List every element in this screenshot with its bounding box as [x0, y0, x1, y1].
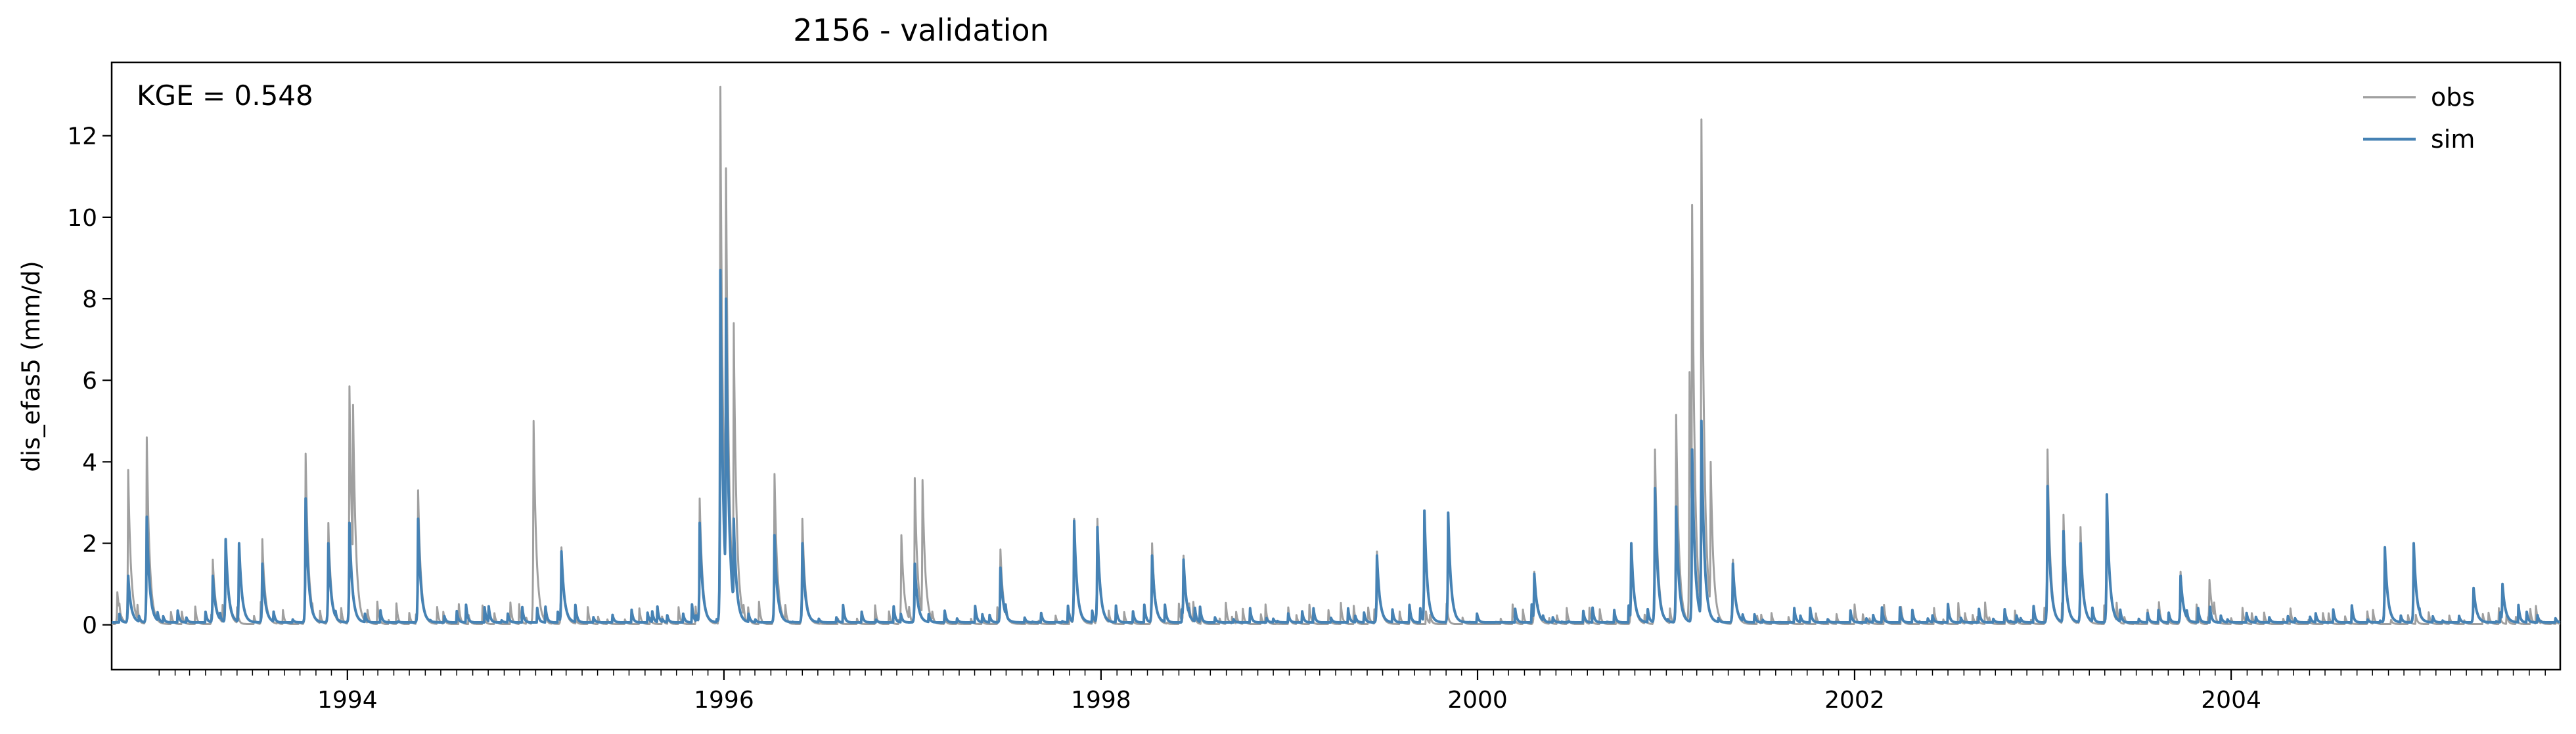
x-tick-label: 1998 [1071, 687, 1131, 714]
x-tick-label: 2004 [2201, 687, 2261, 714]
x-tick-label: 2002 [1824, 687, 1885, 714]
plot-frame [110, 61, 2562, 671]
x-tick-label: 1996 [694, 687, 754, 714]
series-line-sim [110, 269, 2562, 624]
y-tick-label: 8 [82, 286, 97, 313]
y-tick-label: 10 [67, 205, 97, 232]
chart-title: 2156 - validation [793, 12, 1049, 48]
series-layer [110, 85, 2562, 625]
y-tick-label: 12 [67, 123, 97, 150]
x-axis: 1994 1996 1998 2000 2002 2004 [158, 670, 2546, 714]
y-tick-label: 6 [82, 368, 97, 395]
x-tick-label: 1994 [317, 687, 378, 714]
legend-obs-label: obs [2431, 83, 2475, 112]
x-tick-label: 2000 [1447, 687, 1508, 714]
y-tick-label: 4 [82, 449, 97, 476]
kge-annotation: KGE = 0.548 [137, 79, 313, 112]
y-axis: 0 2 4 6 8 10 12 [67, 123, 112, 639]
y-axis-label: dis_efas5 (mm/d) [17, 261, 45, 472]
y-tick-label: 0 [82, 613, 97, 639]
y-tick-label: 2 [82, 531, 97, 558]
series-line-obs [111, 85, 2561, 625]
legend-sim-label: sim [2431, 125, 2475, 154]
legend: obs sim [2363, 83, 2475, 154]
